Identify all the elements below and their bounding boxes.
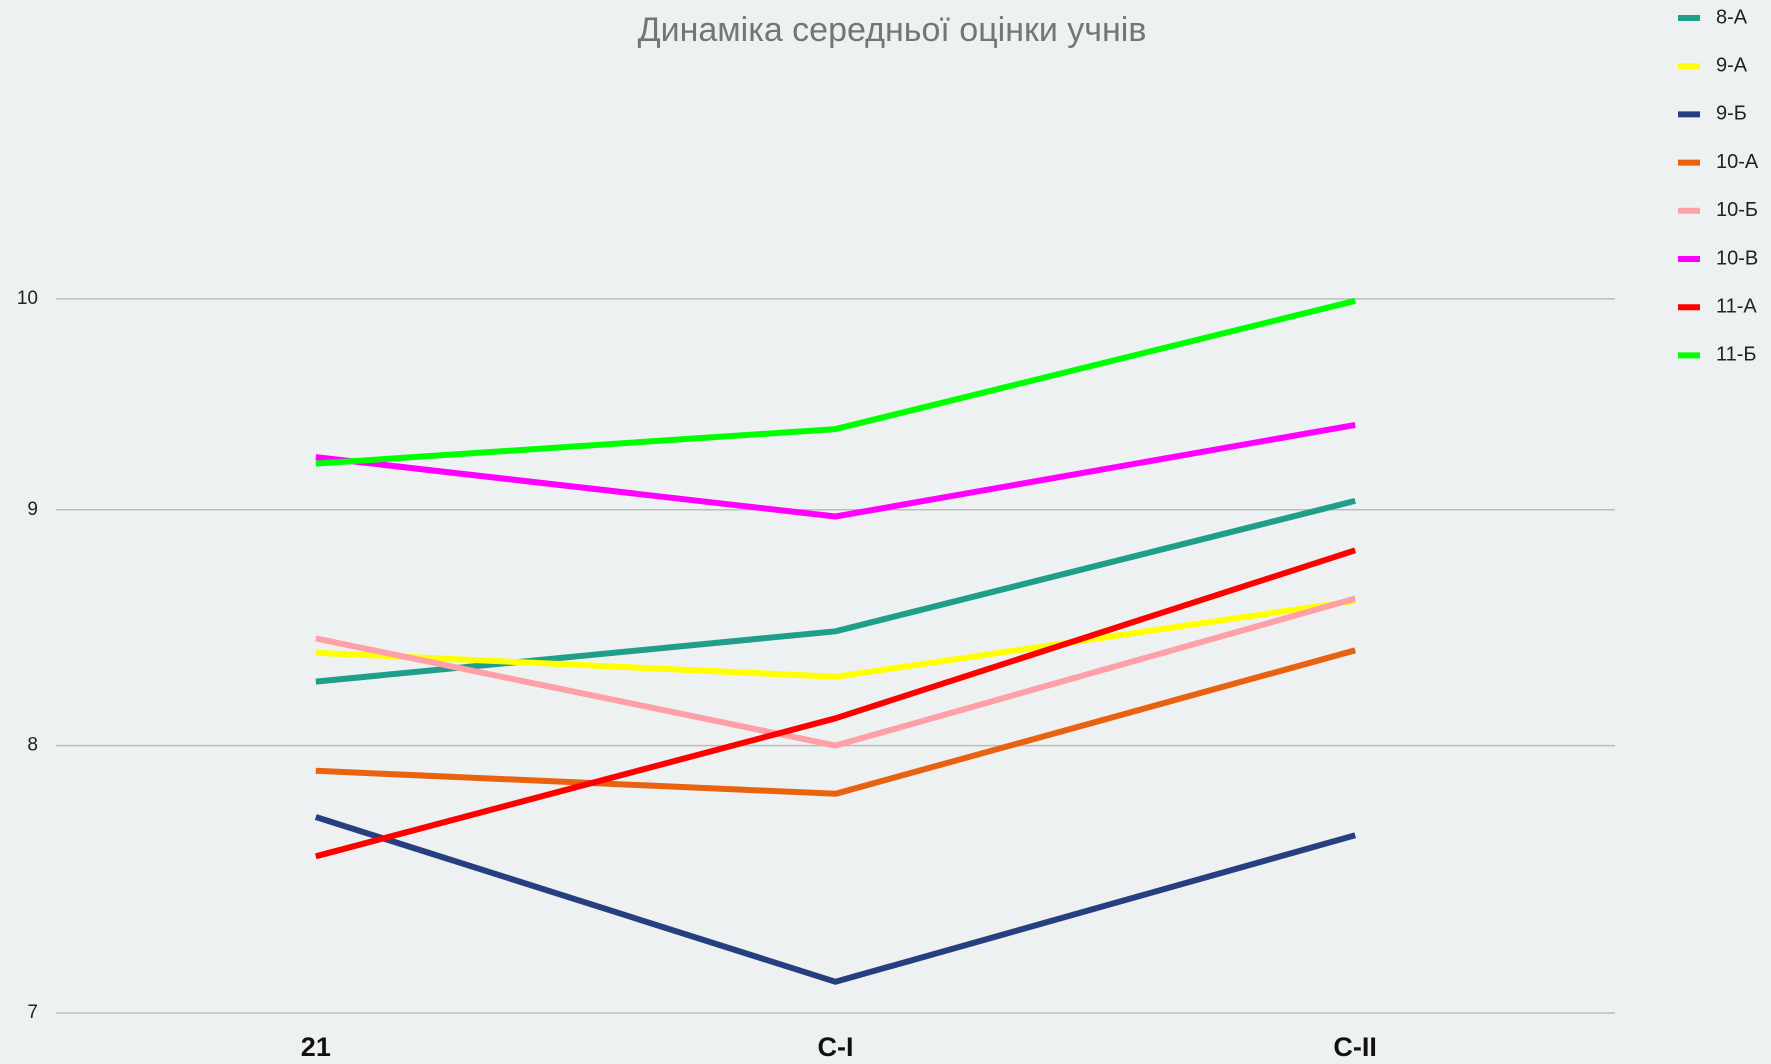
legend-label: 9-А bbox=[1716, 54, 1748, 76]
legend-label: 10-Б bbox=[1716, 199, 1758, 221]
series-line bbox=[315, 297, 1356, 467]
x-tick-label: С-І bbox=[818, 1032, 854, 1062]
y-tick-label: 7 bbox=[27, 1002, 38, 1023]
y-tick-label: 8 bbox=[27, 735, 38, 756]
chart-title: Динаміка середньої оцінки учнів bbox=[638, 11, 1147, 49]
series-line bbox=[315, 421, 1356, 520]
x-tick-label: С-ІІ bbox=[1333, 1032, 1377, 1062]
legend-label: 10-В bbox=[1716, 247, 1758, 269]
legend-label: 11-А bbox=[1716, 295, 1757, 317]
series-line bbox=[315, 595, 1357, 749]
x-tick-label: 21 bbox=[301, 1032, 331, 1062]
y-tick-label: 9 bbox=[27, 499, 38, 520]
series-line bbox=[314, 814, 1357, 985]
y-tick-label: 10 bbox=[17, 288, 38, 309]
series-line bbox=[315, 647, 1356, 797]
legend-label: 8-А bbox=[1716, 6, 1748, 28]
legend-label: 11-Б bbox=[1716, 344, 1757, 366]
series-line bbox=[315, 597, 1356, 680]
legend-label: 9-Б bbox=[1716, 103, 1747, 125]
series-line bbox=[315, 547, 1357, 860]
series-line bbox=[315, 497, 1356, 685]
legend-label: 10-А bbox=[1716, 151, 1759, 173]
